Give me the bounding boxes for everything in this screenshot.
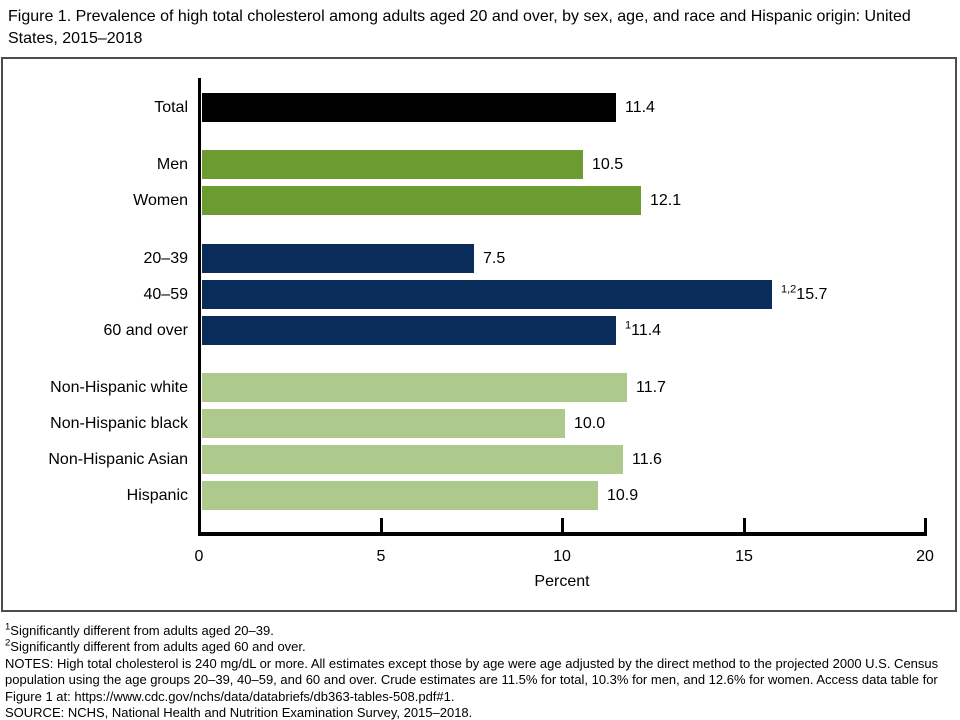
category-label: 40–59 — [143, 286, 189, 303]
footnotes: 1Significantly different from adults age… — [5, 621, 955, 720]
x-axis-title: Percent — [534, 573, 590, 590]
x-axis-tick — [380, 518, 383, 532]
x-axis-tick-label: 10 — [553, 548, 571, 565]
bar — [202, 244, 474, 273]
bar — [202, 93, 616, 122]
category-label: Total — [154, 99, 188, 116]
value-superscript: 1,2 — [781, 283, 797, 296]
value-superscript: 1 — [625, 319, 632, 332]
bar — [202, 409, 565, 438]
x-axis-tick-label: 5 — [376, 548, 386, 565]
category-label: Men — [156, 156, 188, 173]
value-label: 1,215.7 — [781, 283, 828, 303]
value-label: 11.6 — [632, 451, 662, 468]
x-axis-tick — [743, 518, 746, 532]
category-label: 20–39 — [143, 250, 189, 267]
bar — [202, 150, 583, 179]
x-axis-line — [198, 532, 927, 536]
footnote-superscript: 2 — [5, 638, 11, 650]
x-axis-tick — [561, 518, 564, 532]
bar — [202, 481, 598, 510]
value-label: 11.7 — [636, 379, 666, 396]
bar — [202, 186, 641, 215]
footnote-line: SOURCE: NCHS, National Health and Nutrit… — [5, 705, 473, 720]
category-label: Women — [133, 192, 188, 209]
footnote-superscript: 1 — [5, 621, 11, 633]
y-axis-line — [198, 78, 201, 536]
value-label: 111.4 — [625, 319, 662, 339]
footnote-line: 2Significantly different from adults age… — [5, 638, 306, 655]
bar — [202, 280, 772, 309]
category-label: Non-Hispanic Asian — [48, 451, 188, 468]
category-label: Non-Hispanic white — [50, 379, 188, 396]
bar — [202, 445, 623, 474]
x-axis-tick-label: 15 — [735, 548, 753, 565]
x-axis-tick-label: 20 — [916, 548, 934, 565]
figure-title: Figure 1. Prevalence of high total chole… — [8, 8, 911, 47]
footnote-line: NOTES: High total cholesterol is 240 mg/… — [5, 655, 939, 704]
value-label: 10.9 — [607, 487, 639, 504]
value-label: 12.1 — [650, 192, 682, 209]
bar — [202, 316, 616, 345]
x-axis-tick-label: 0 — [194, 548, 204, 565]
value-label: 7.5 — [483, 250, 506, 267]
x-axis-tick — [924, 518, 927, 532]
bar — [202, 373, 627, 402]
value-label: 11.4 — [625, 99, 655, 116]
value-label: 10.0 — [574, 415, 606, 432]
category-label: Non-Hispanic black — [50, 415, 188, 432]
value-label: 10.5 — [592, 156, 624, 173]
category-label: Hispanic — [126, 487, 188, 504]
footnote-line: 1Significantly different from adults age… — [5, 621, 274, 638]
category-label: 60 and over — [103, 322, 188, 339]
